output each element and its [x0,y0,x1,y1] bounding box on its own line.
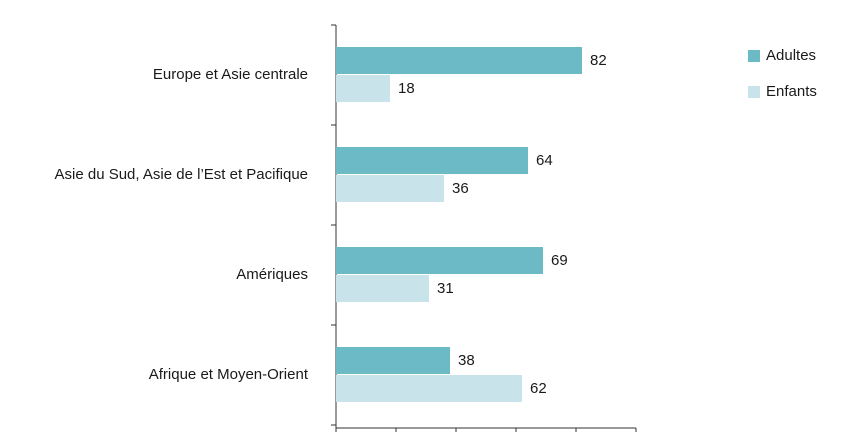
bar [336,75,390,102]
bar [336,247,543,274]
value-label: 31 [437,280,454,297]
value-label: 18 [398,80,415,97]
legend-swatch [748,86,760,98]
legend-label: Enfants [766,83,817,100]
y-tick-label: Amériques [236,266,308,283]
value-label: 36 [452,180,469,197]
legend-swatch [748,50,760,62]
y-tick-label: Asie du Sud, Asie de l’Est et Pacifique [55,166,308,183]
bar [336,175,444,202]
y-tick-label: Europe et Asie centrale [153,66,308,83]
bar [336,375,522,402]
legend-label: Adultes [766,47,816,64]
bar [336,147,528,174]
y-tick-label: Afrique et Moyen-Orient [149,366,309,383]
value-label: 64 [536,152,553,169]
value-label: 38 [458,352,475,369]
bar [336,347,450,374]
bar [336,47,582,74]
value-label: 69 [551,252,568,269]
value-label: 62 [530,380,547,397]
value-label: 82 [590,52,607,69]
bar [336,275,429,302]
